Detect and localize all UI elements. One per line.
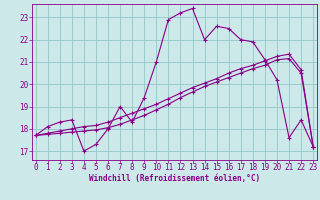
X-axis label: Windchill (Refroidissement éolien,°C): Windchill (Refroidissement éolien,°C) bbox=[89, 174, 260, 183]
